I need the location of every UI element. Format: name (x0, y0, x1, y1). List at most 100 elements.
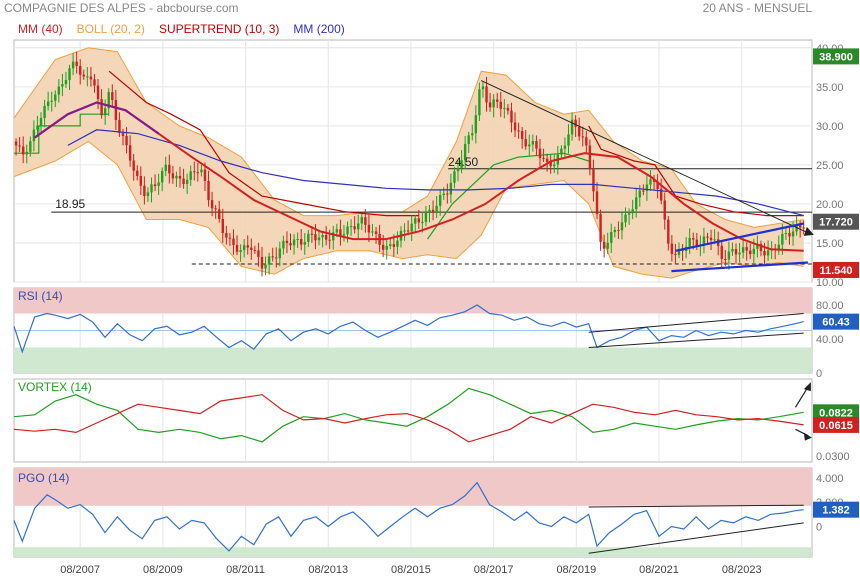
rsi-y-tick: 40.00 (816, 334, 844, 346)
vortex-plus-badge: 0.0822 (819, 407, 853, 419)
candle-body (200, 169, 203, 173)
rsi-badge: 60.43 (822, 317, 850, 329)
candle-body (128, 145, 132, 161)
candle-body (246, 245, 249, 248)
candle-body (777, 244, 780, 251)
candle-body (160, 170, 164, 183)
candle-body (560, 148, 563, 155)
candle-body (635, 197, 638, 210)
candle-body (239, 250, 242, 252)
supertrend-up-line (427, 152, 589, 240)
rsi-y-tick: 0 (816, 368, 822, 380)
candle-body (674, 253, 677, 255)
candle-body (695, 239, 699, 247)
candle-body (414, 218, 417, 224)
vortex-minus-badge-bg (813, 416, 859, 433)
candle-body (57, 86, 61, 95)
candle-body (21, 146, 25, 155)
candle-body (610, 231, 613, 243)
badge-11-540: 11.540 (819, 265, 852, 277)
candle-body (385, 246, 388, 250)
legend-item: BOLL (20, 2) (77, 22, 145, 36)
candle-body (417, 218, 421, 223)
vortex-vi-plus-line (13, 387, 804, 443)
candle-body (485, 86, 488, 103)
candle-body (335, 229, 339, 233)
candle-body (346, 226, 349, 235)
badge-17-720-bg (813, 213, 859, 230)
price-y-tick: 15.00 (816, 238, 844, 250)
candle-body (752, 248, 756, 255)
candle-body (788, 232, 791, 237)
candle-body (438, 195, 442, 206)
price-y-tick: 10.00 (816, 277, 844, 289)
pgo-title: PGO (14) (18, 471, 69, 485)
candle-body (196, 172, 200, 174)
candle-body (570, 119, 574, 135)
panel-frame-vortex (13, 378, 813, 463)
candle-body (221, 218, 224, 234)
candle-body (563, 145, 567, 149)
candle-body (449, 182, 453, 195)
candle-body (688, 237, 691, 247)
candle-body (396, 240, 399, 247)
candle-body (731, 249, 734, 252)
candle-body (763, 251, 766, 256)
candle-body (781, 233, 784, 245)
candle-body (111, 92, 114, 100)
candle-body (745, 247, 748, 251)
candle-body (538, 148, 542, 159)
candle-body (766, 250, 770, 256)
candle-body (709, 237, 713, 241)
candle-body (738, 252, 741, 255)
candle-body (549, 161, 552, 167)
candle-body (321, 235, 324, 238)
x-tick-label: 08/2019 (556, 564, 596, 576)
candle-body (453, 171, 456, 183)
candle-body (314, 234, 317, 241)
candle-body (677, 249, 681, 255)
candle-body (14, 141, 18, 146)
candle-body (595, 191, 599, 215)
mm200-line (67, 129, 804, 217)
candle-body (627, 213, 631, 215)
candle-body (791, 231, 795, 237)
candle-body (357, 223, 360, 230)
x-tick-label: 08/2015 (391, 564, 431, 576)
candle-body (353, 226, 356, 230)
candle-body (374, 231, 378, 234)
level-label-18-95: 18.95 (55, 197, 85, 211)
candle-body (659, 188, 663, 201)
candle-body (257, 250, 260, 258)
series-layer (13, 47, 814, 554)
candle-body (210, 200, 214, 209)
x-tick-label: 08/2009 (143, 564, 183, 576)
candle-body (602, 241, 606, 249)
vortex-plus-badge-bg (813, 404, 859, 421)
candle-body (581, 136, 584, 138)
candle-body (93, 79, 96, 86)
candle-body (349, 226, 353, 228)
candle-body (342, 234, 346, 236)
candle-body (802, 227, 805, 229)
candle-body (592, 169, 595, 192)
candle-body (392, 244, 396, 247)
candle-body (442, 193, 445, 196)
candle-body (271, 256, 274, 258)
candle-body (567, 134, 570, 146)
down-arrow-icon (803, 432, 812, 441)
candle-body (103, 108, 107, 116)
candle-body (328, 239, 331, 241)
candle-body (642, 190, 645, 192)
candle-body (478, 89, 481, 116)
candle-body (242, 245, 246, 251)
candle-body (670, 243, 674, 254)
candle-body (410, 223, 413, 232)
rsi-trendline (588, 332, 804, 348)
candle-body (577, 126, 581, 137)
vortex-title: VORTEX (14) (18, 380, 92, 394)
x-tick-label: 08/2017 (474, 564, 514, 576)
candle-body (114, 99, 118, 120)
vortex-vi-minus-line (13, 394, 804, 443)
